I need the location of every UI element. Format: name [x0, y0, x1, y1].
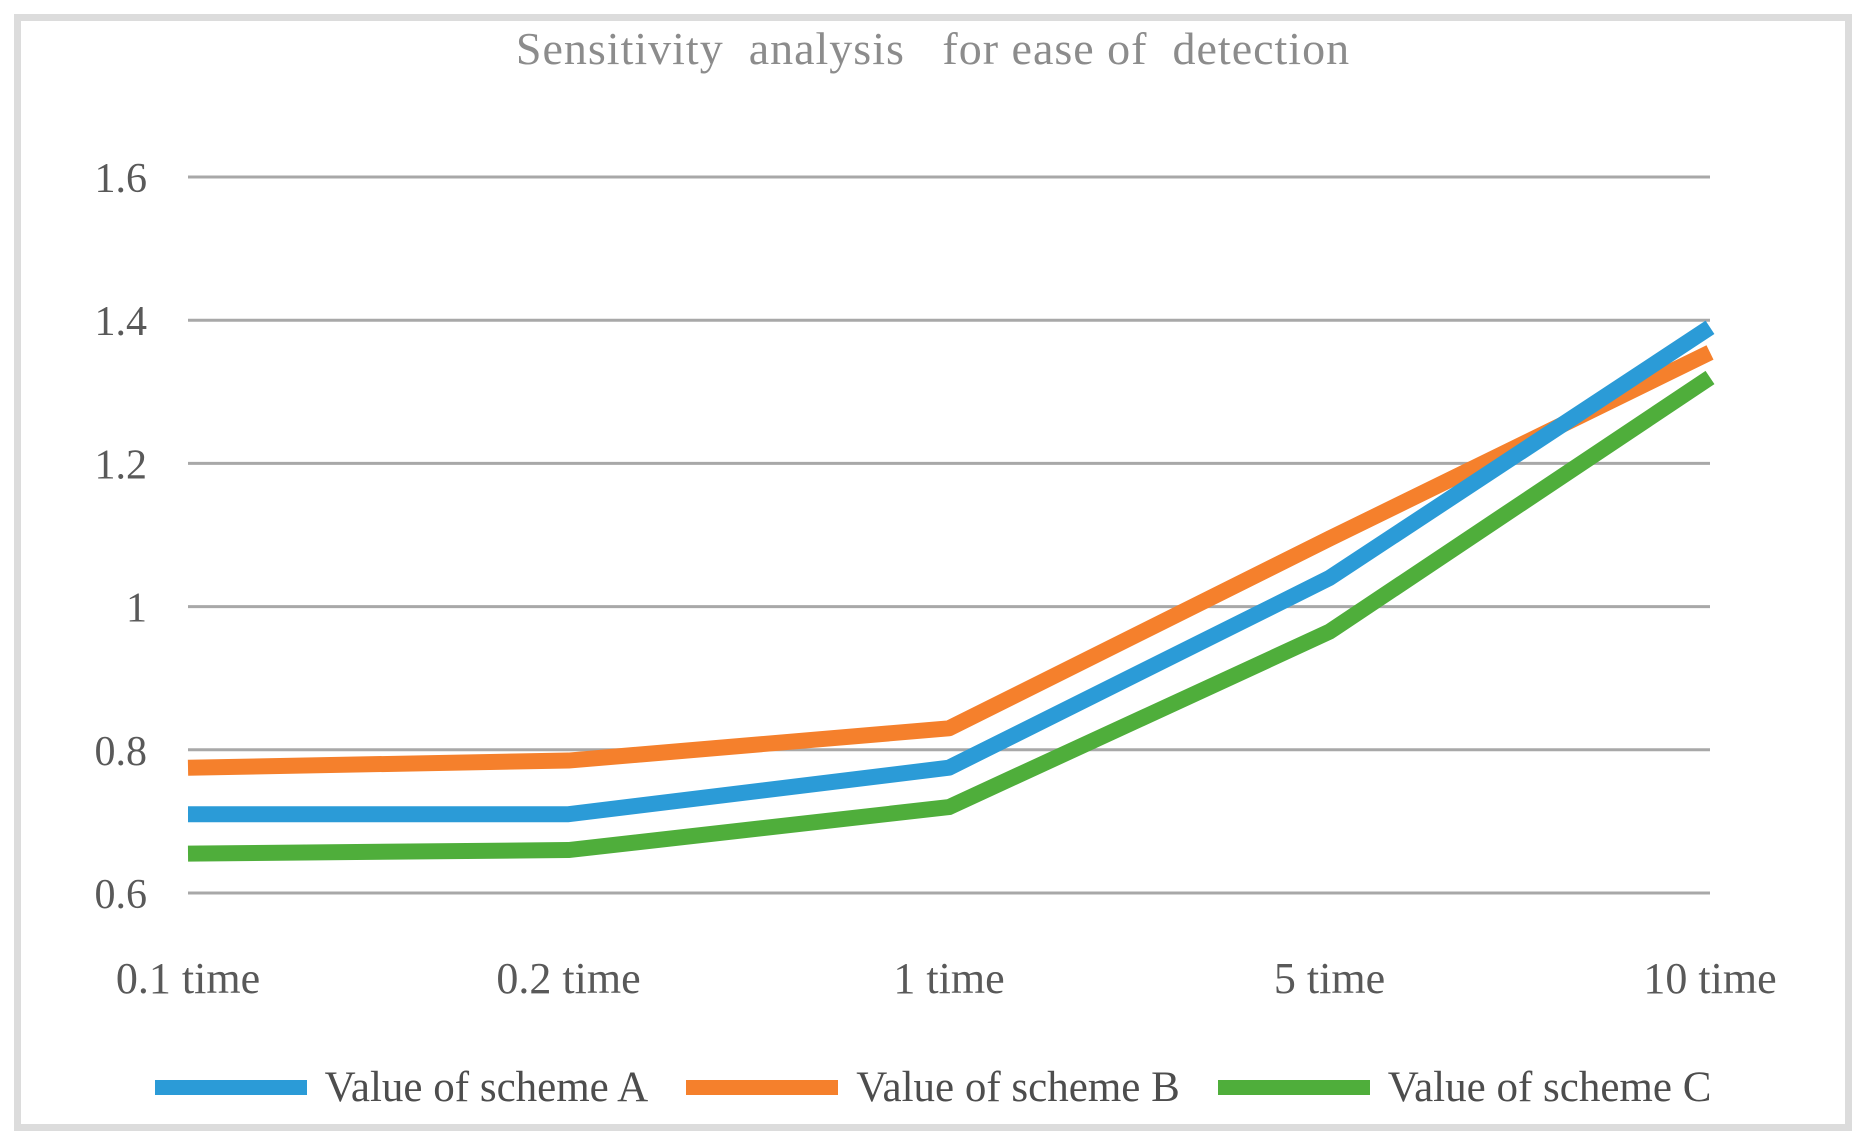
legend-label-scheme-a: Value of scheme A	[324, 1063, 649, 1111]
x-tick-label-1-time: 1 time	[893, 954, 1004, 1003]
legend-item-scheme-a: Value of scheme A	[154, 1063, 649, 1112]
legend-swatch-scheme-c	[1217, 1079, 1370, 1095]
x-tick-label-5-time: 5 time	[1274, 954, 1385, 1003]
legend-swatch-scheme-b	[686, 1079, 839, 1095]
legend-item-scheme-c: Value of scheme C	[1217, 1063, 1712, 1112]
x-tick-label-10-time: 10 time	[1643, 954, 1776, 1003]
y-tick-label-1.6: 1.6	[95, 156, 148, 202]
y-tick-label-1.2: 1.2	[95, 442, 148, 488]
x-tick-label-0.2-time: 0.2 time	[496, 954, 640, 1003]
x-tick-label-0.1-time: 0.1 time	[116, 954, 260, 1003]
series-line-value-of-scheme-b	[187, 345, 1714, 776]
series-line-value-of-scheme-a	[188, 320, 1715, 823]
legend-swatch-scheme-a	[154, 1079, 307, 1095]
series-line-value-of-scheme-c	[187, 370, 1715, 862]
y-tick-label-0.8: 0.8	[95, 729, 148, 775]
y-tick-label-1: 1	[126, 586, 147, 632]
legend-item-scheme-b: Value of scheme B	[686, 1063, 1180, 1112]
y-tick-label-0.6: 0.6	[95, 872, 148, 918]
legend: Value of scheme A Value of scheme B Valu…	[0, 1056, 1866, 1118]
legend-label-scheme-c: Value of scheme C	[1387, 1063, 1712, 1111]
legend-label-scheme-b: Value of scheme B	[856, 1063, 1180, 1111]
y-tick-label-1.4: 1.4	[95, 299, 148, 345]
chart-title: Sensitivity analysis for ease of detecti…	[515, 23, 1351, 74]
